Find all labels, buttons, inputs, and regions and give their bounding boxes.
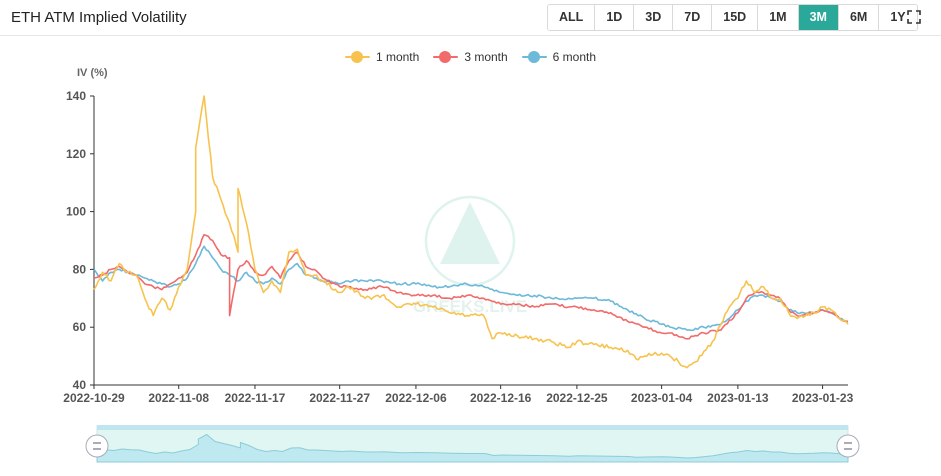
range-button-6m[interactable]: 6M	[838, 5, 880, 30]
legend-item-3-month[interactable]: 3 month	[433, 50, 508, 64]
y-tick-label: 40	[73, 378, 87, 392]
range-button-3m[interactable]: 3M	[798, 5, 839, 30]
iv-line-chart: GREEKS.LIVE 40 60 80 100 120 140 2022-10-29 2022…	[63, 89, 860, 463]
x-tick-label: 2022-10-29	[63, 391, 125, 405]
range-button-1y[interactable]: 1Y	[879, 5, 917, 30]
y-tick-label: 100	[66, 205, 86, 219]
zoom-top-bar[interactable]	[97, 425, 848, 430]
x-tick-label: 2023-01-04	[631, 391, 693, 405]
fullscreen-icon[interactable]	[906, 9, 922, 25]
series-line-3-month[interactable]	[93, 233, 849, 340]
range-button-7d[interactable]: 7D	[673, 5, 713, 30]
drag-handle-icon[interactable]	[836, 434, 860, 458]
y-tick-label: 60	[73, 320, 87, 334]
y-tick-label: 120	[66, 147, 86, 161]
y-tick-label: 80	[73, 262, 87, 276]
y-axis-label: IV (%)	[77, 67, 108, 79]
legend-item-1-month[interactable]: 1 month	[344, 50, 420, 64]
series-line-1-month[interactable]	[93, 95, 849, 369]
chart-title: ETH ATM Implied Volatility	[11, 9, 187, 26]
data-zoom-slider[interactable]	[85, 425, 860, 463]
range-button-all[interactable]: ALL	[548, 5, 596, 30]
logo-triangle	[440, 202, 500, 264]
zoom-preview	[96, 433, 849, 463]
legend-swatch	[433, 50, 459, 64]
x-tick-label: 2023-01-13	[707, 391, 769, 405]
legend-label: 6 month	[552, 50, 597, 64]
x-tick-label: 2022-11-08	[148, 391, 209, 405]
greeks-live-logo: GREEKS.LIVE	[413, 195, 527, 316]
x-tick-label: 2022-11-17	[225, 391, 286, 405]
x-tick-label: 2022-12-06	[385, 391, 447, 405]
legend-label: 3 month	[464, 50, 508, 64]
legend-label: 1 month	[375, 50, 420, 64]
range-selector: ALL 1D 3D 7D 15D 1M 3M 6M 1Y	[547, 4, 918, 31]
x-tick-label: 2022-12-25	[546, 391, 608, 405]
x-tick-label: 2022-12-16	[470, 391, 532, 405]
drag-handle-icon[interactable]	[85, 434, 109, 458]
chart-legend: 1 month 3 month 6 month	[0, 50, 941, 64]
range-button-3d[interactable]: 3D	[634, 5, 674, 30]
legend-item-6-month[interactable]: 6 month	[521, 50, 597, 64]
x-tick-label: 2023-01-23	[792, 391, 854, 405]
range-button-15d[interactable]: 15D	[712, 5, 759, 30]
legend-swatch	[521, 50, 547, 64]
x-tick-label: 2022-11-27	[309, 391, 370, 405]
chart-header: ETH ATM Implied Volatility ALL 1D 3D 7D 15D 1…	[0, 0, 941, 36]
legend-swatch	[344, 50, 370, 64]
y-tick-label: 140	[66, 89, 86, 103]
range-button-1m[interactable]: 1M	[758, 5, 799, 30]
range-button-1d[interactable]: 1D	[595, 5, 635, 30]
